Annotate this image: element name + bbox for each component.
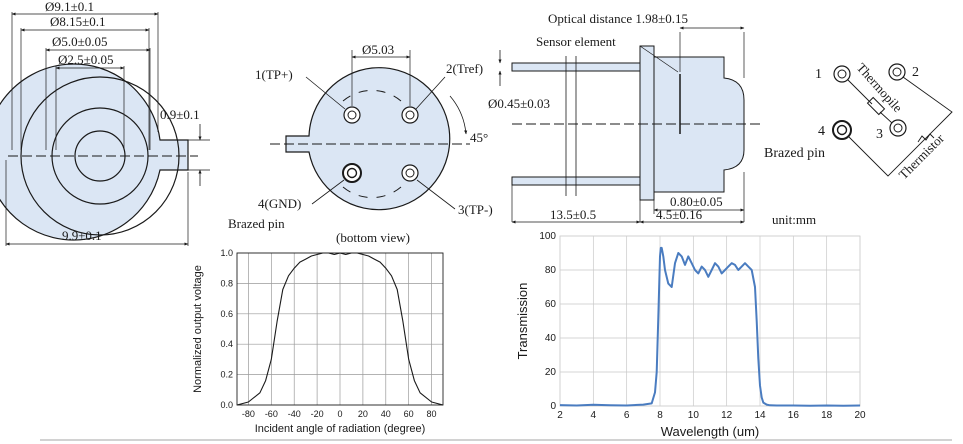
x-axis-label: Incident angle of radiation (degree): [255, 423, 426, 435]
x-tick-label: 20: [358, 409, 368, 419]
x-tick-label: 0: [337, 409, 342, 419]
x-tick-label: 16: [788, 410, 800, 421]
plot-frame: [559, 235, 861, 407]
flange-label: 0.80±0.05: [670, 194, 723, 209]
pin-2: [401, 106, 419, 124]
x-tick-label: 10: [688, 410, 700, 421]
x-tick-label: 6: [624, 410, 630, 421]
sensor-element-label: Sensor element: [536, 34, 616, 49]
angle-arc: [449, 95, 468, 135]
optical-distance-label: Optical distance 1.98±0.15: [548, 11, 688, 26]
x-tick-label: 60: [404, 409, 414, 419]
schematic-drawing: [832, 63, 953, 177]
y-tick-label: 0.4: [220, 339, 233, 349]
schematic-pin-2-label: 2: [912, 65, 919, 80]
top-view-drawing: [0, 12, 210, 246]
x-tick-label: 12: [721, 410, 733, 421]
schematic-brazed-label: Brazed pin: [764, 146, 825, 161]
bottom-view-body: [285, 67, 451, 211]
thermopile-wire: [847, 79, 893, 124]
x-tick-label: 40: [381, 409, 391, 419]
dim-label-50: Ø5.0±0.05: [52, 34, 108, 49]
brazed-pin-label: Brazed pin: [228, 216, 285, 231]
side-flange: [639, 45, 655, 201]
thermistor-label: Thermistor: [896, 130, 948, 182]
pin-diameter-label: Ø0.45±0.03: [488, 96, 550, 111]
y-axis-label: Normalized output voltage: [192, 265, 204, 393]
y-tick-label: 40: [545, 333, 557, 344]
x-tick-label: -20: [311, 409, 324, 419]
top-view-body: [0, 63, 189, 241]
series-line: [559, 246, 861, 407]
dim-label-pin-spacing: Ø5.03: [362, 42, 394, 57]
side-break-marks: [565, 56, 577, 196]
x-tick-label: 8: [657, 410, 663, 421]
x-tick-label: 80: [427, 409, 437, 419]
y-tick-label: 0.0: [220, 400, 233, 410]
lead-length-label: 13.5±0.5: [550, 207, 596, 222]
pin-2-label: 2(Tref): [446, 61, 483, 76]
dim-label-width: 9.9±0.1: [62, 228, 102, 243]
transmission-chart: 2 4 6 8 10 12 14 16 18 20 0 20 40 60 80 100 Wavelength (…: [515, 231, 866, 439]
pin-4-brazed: [342, 163, 362, 183]
thermistor-wire: [847, 76, 953, 177]
side-cap: [653, 56, 745, 193]
pin-3-label: 3(TP-): [458, 202, 493, 217]
dim-label-tab: 0.9±0.1: [160, 107, 200, 122]
x-tick-label: -40: [288, 409, 301, 419]
x-tick-label: -60: [265, 409, 278, 419]
x-tick-label: 14: [754, 410, 766, 421]
bottom-view-caption: (bottom view): [336, 230, 410, 245]
y-tick-label: 0: [550, 401, 556, 412]
dim-label-25: Ø2.5±0.05: [58, 52, 114, 67]
series-line: [236, 252, 444, 406]
y-tick-label: 20: [545, 367, 557, 378]
y-tick-label: 80: [545, 265, 557, 276]
dim-label-815: Ø8.15±0.1: [50, 14, 106, 29]
bottom-view-drawing: [270, 50, 470, 211]
x-tick-label: -80: [242, 409, 255, 419]
y-tick-label: 1.0: [220, 248, 233, 258]
angle-response-chart: -80 -60 -40 -20 0 20 40 60 80 0.0 0.2 0.4 0.6 0.8 1.0 I…: [192, 248, 444, 435]
schematic-pin-4-label: 4: [818, 124, 825, 139]
x-axis-label: Wavelength (um): [661, 424, 760, 439]
schematic-pin-3: [889, 119, 907, 137]
x-tick-label: 4: [591, 410, 597, 421]
y-tick-label: 0.6: [220, 309, 233, 319]
pin-1: [343, 106, 361, 124]
schematic-pin-3-label: 3: [876, 127, 883, 142]
dim-label-91: Ø9.1±0.1: [45, 0, 94, 14]
pin-3: [401, 164, 419, 182]
schematic-pin-4: [832, 120, 852, 140]
y-tick-label: 0.8: [220, 278, 233, 288]
unit-label: unit:mm: [772, 212, 816, 227]
thermopile-symbol: [866, 96, 886, 116]
body-length-label: 4.5±0.16: [656, 207, 703, 222]
y-tick-label: 0.2: [220, 370, 233, 380]
schematic-pin-1: [833, 65, 851, 83]
pin-4-label: 4(GND): [258, 196, 301, 211]
x-tick-label: 18: [821, 410, 833, 421]
side-view-drawing: [498, 26, 760, 224]
pin-1-label: 1(TP+): [255, 67, 293, 82]
y-tick-label: 60: [545, 299, 557, 310]
schematic-pin-2: [888, 63, 906, 81]
schematic-pin-1-label: 1: [815, 67, 822, 82]
angle-label: 45°: [470, 130, 488, 145]
x-tick-label: 20: [854, 410, 866, 421]
y-tick-label: 100: [539, 231, 556, 242]
y-axis-label: Transmission: [515, 283, 530, 360]
x-tick-label: 2: [557, 410, 563, 421]
